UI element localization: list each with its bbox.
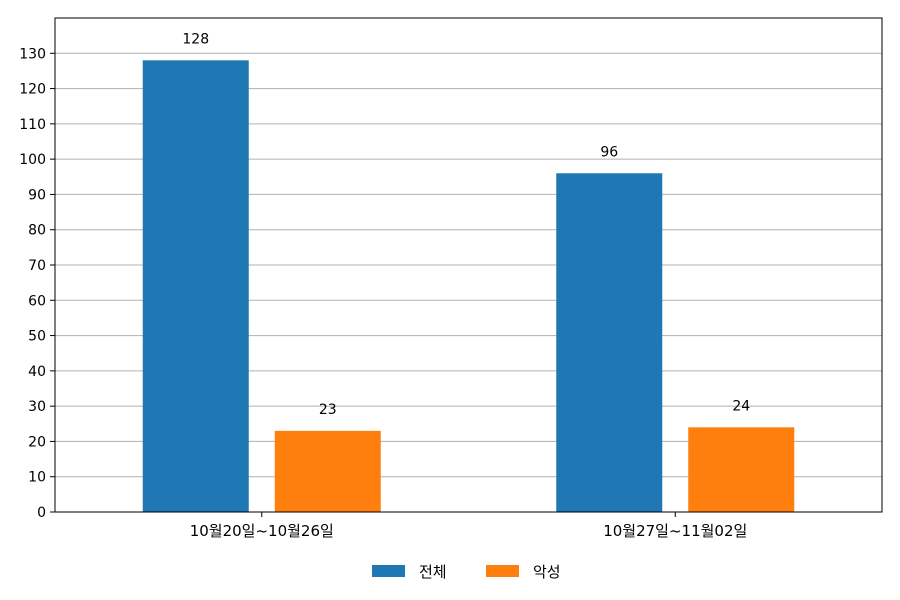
data-label: 23 [319,402,337,418]
bar-malicious [688,427,795,512]
y-axis: 0 10 20 30 40 50 60 70 80 90 100 110 120 130 [19,46,55,521]
y-tick-label: 120 [19,82,46,98]
bar-malicious [274,430,381,512]
x-category-label: 10월27일~11월02일 [603,522,747,540]
x-category-label: 10월20일~10월26일 [190,522,334,540]
legend: 전체 악성 [372,563,561,581]
bar-total [556,173,663,512]
legend-label: 악성 [533,563,561,581]
x-axis: 10월20일~10월26일 10월27일~11월02일 [190,512,747,540]
y-tick-label: 0 [37,505,46,521]
data-labels: 128 23 96 24 [182,31,750,418]
y-tick-label: 60 [28,293,46,309]
y-tick-label: 20 [28,434,46,450]
y-tick-label: 110 [19,117,46,133]
y-tick-label: 70 [28,258,46,274]
y-tick-label: 10 [28,470,46,486]
legend-swatch [486,565,519,577]
bars [142,60,795,512]
legend-swatch [372,565,405,577]
y-tick-label: 30 [28,399,46,415]
legend-label: 전체 [419,563,447,581]
bar-total [142,60,249,512]
y-tick-label: 130 [19,46,46,62]
y-tick-label: 100 [19,152,46,168]
y-tick-label: 40 [28,364,46,380]
y-tick-label: 50 [28,329,46,345]
y-tick-label: 90 [28,187,46,203]
data-label: 24 [732,398,750,414]
y-tick-label: 80 [28,223,46,239]
data-label: 128 [182,31,209,47]
data-label: 96 [600,144,618,160]
